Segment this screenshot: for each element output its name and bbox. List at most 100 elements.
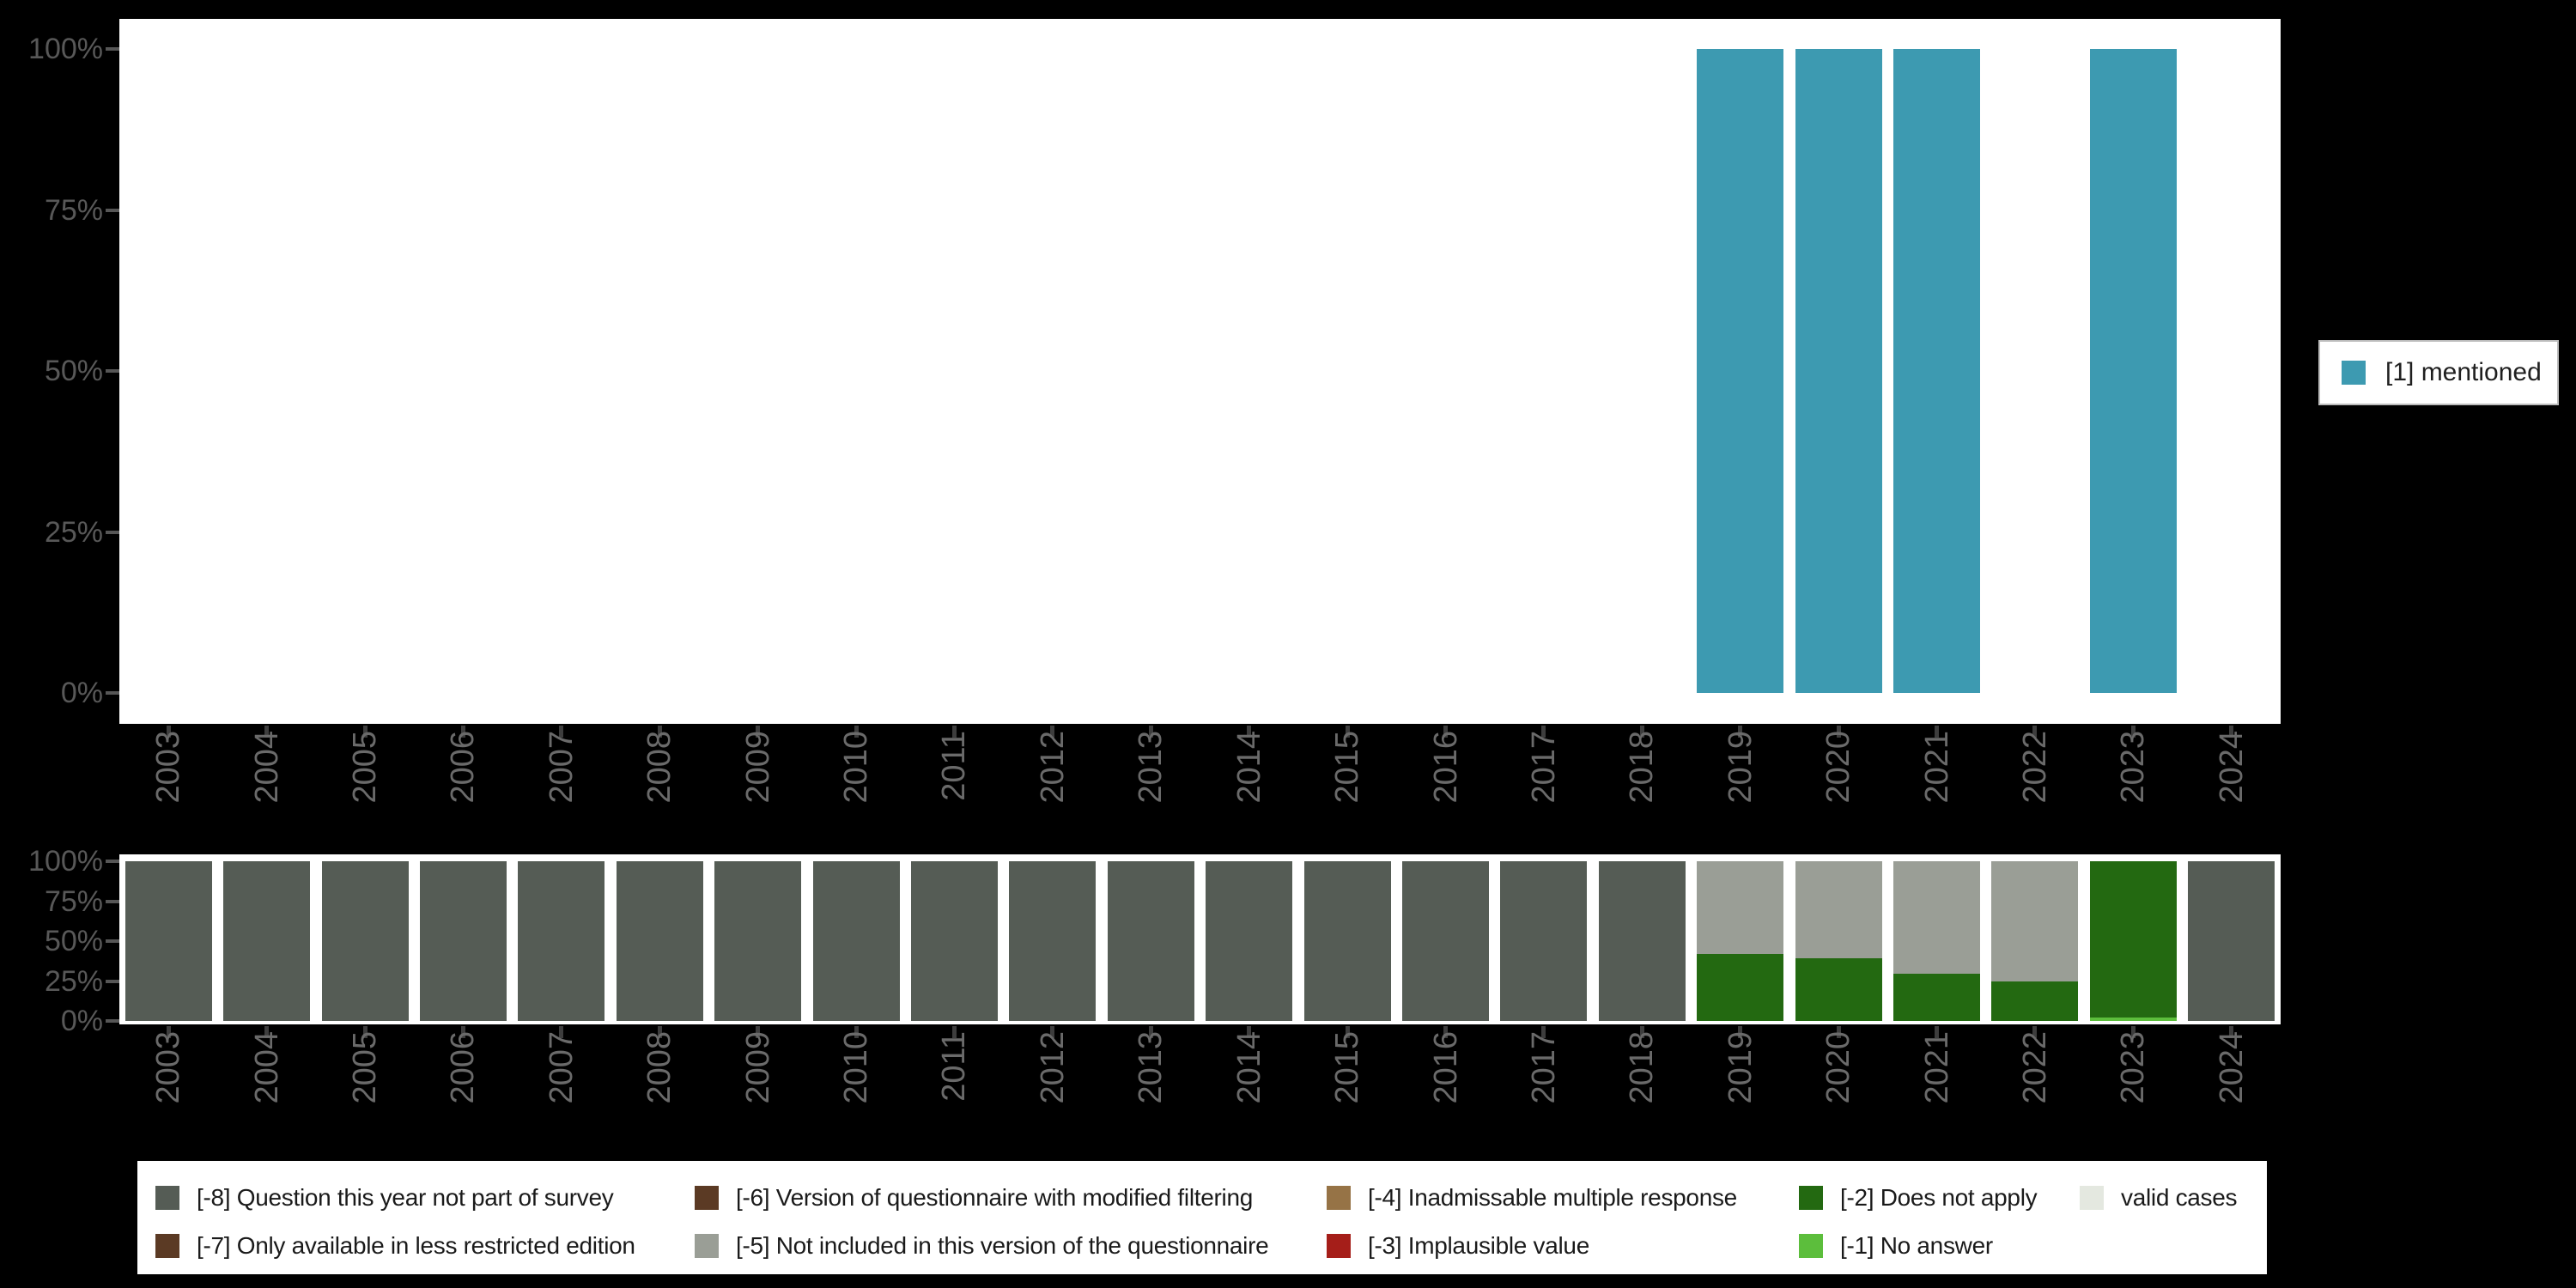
y-axis-label: 0% (60, 1005, 103, 1037)
x-tick (2130, 726, 2136, 738)
x-axis-label: 2018 (1624, 1031, 1661, 1104)
bar-segment (910, 861, 998, 1021)
legend-item-label: [-8] Question this year not part of surv… (197, 1184, 614, 1211)
x-tick (1148, 1026, 1153, 1038)
x-axis-label: 2005 (347, 1031, 384, 1104)
x-tick (756, 726, 761, 738)
y-axis-label: 0% (60, 677, 103, 709)
y-tick (106, 691, 119, 695)
x-tick (362, 1026, 368, 1038)
bar-segment (1893, 974, 1981, 1021)
x-tick (362, 726, 368, 738)
bar-segment (1697, 953, 1784, 1021)
x-axis-label: 2018 (1624, 731, 1661, 804)
x-tick (264, 1026, 270, 1038)
x-axis-label: 2009 (739, 731, 776, 804)
x-tick (1247, 726, 1252, 738)
x-tick (756, 1026, 761, 1038)
legend-item-swatch (2080, 1186, 2104, 1210)
bar-segment (1893, 861, 1981, 975)
x-tick (1050, 726, 1055, 738)
x-axis-label: 2019 (1722, 731, 1759, 804)
x-axis-label: 2016 (1427, 1031, 1464, 1104)
mentioned-legend-label: [1] mentioned (2385, 358, 2542, 386)
x-tick (460, 1026, 465, 1038)
legend-item-label: [-5] Not included in this version of the… (736, 1232, 1269, 1259)
y-axis-label: 100% (28, 33, 103, 65)
legend-item-label: [-1] No answer (1840, 1232, 1993, 1259)
bar-segment (1107, 861, 1194, 1021)
x-axis-label: 2014 (1230, 731, 1267, 804)
x-axis-label: 2015 (1329, 1031, 1366, 1104)
legend-item-swatch (695, 1186, 719, 1210)
x-tick (951, 726, 957, 738)
legend-item-label: [-7] Only available in less restricted e… (197, 1232, 635, 1259)
y-tick (106, 369, 119, 373)
x-axis-label: 2022 (2016, 1031, 2053, 1104)
x-tick (1148, 726, 1153, 738)
x-axis-label: 2004 (248, 731, 285, 804)
y-axis-label: 25% (44, 964, 103, 998)
x-tick (460, 726, 465, 738)
x-tick (1738, 1026, 1743, 1038)
x-tick (1345, 1026, 1350, 1038)
bar-segment (1795, 958, 1882, 1021)
x-axis-label: 2016 (1427, 731, 1464, 804)
top-legend: [1] mentioned (2318, 340, 2559, 405)
bar-segment (1991, 981, 2079, 1021)
y-tick (106, 208, 119, 212)
bar-segment (1893, 49, 1981, 693)
x-tick (1050, 1026, 1055, 1038)
x-tick (1541, 1026, 1546, 1038)
x-tick (559, 726, 564, 738)
x-tick (1541, 726, 1546, 738)
x-axis-label: 2003 (150, 731, 187, 804)
x-tick (166, 1026, 171, 1038)
x-axis-label: 2017 (1525, 1031, 1562, 1104)
bar-segment (2089, 861, 2177, 1018)
y-tick (106, 530, 119, 534)
legend-item-swatch (155, 1234, 179, 1258)
x-axis-label: 2014 (1230, 1031, 1267, 1104)
x-tick (1443, 1026, 1449, 1038)
x-axis-label: 2007 (543, 1031, 580, 1104)
y-tick (106, 47, 119, 51)
x-tick (1345, 726, 1350, 738)
bar-segment (1795, 861, 1882, 959)
x-axis-label: 2024 (2213, 1031, 2250, 1104)
legend-item-swatch (1327, 1234, 1351, 1258)
x-axis-label: 2022 (2016, 731, 2053, 804)
x-axis-label: 2019 (1722, 1031, 1759, 1104)
bar-segment (2089, 49, 2177, 693)
x-axis-label: 2023 (2115, 731, 2152, 804)
bar-segment (125, 861, 212, 1021)
x-axis-label: 2012 (1034, 731, 1071, 804)
x-axis-label: 2021 (1918, 1031, 1955, 1104)
x-axis-label: 2010 (838, 731, 875, 804)
x-tick (1738, 726, 1743, 738)
bar-segment (518, 861, 605, 1021)
y-axis-label: 75% (44, 193, 103, 227)
x-axis-label: 2020 (1820, 1031, 1857, 1104)
x-axis-label: 2005 (347, 731, 384, 804)
legend-item-label: [-2] Does not apply (1840, 1184, 2038, 1211)
x-axis-label: 2013 (1133, 731, 1170, 804)
bar-segment (1009, 861, 1097, 1021)
x-tick (2130, 1026, 2136, 1038)
x-tick (2229, 1026, 2234, 1038)
y-tick (106, 1019, 119, 1023)
y-tick (106, 899, 119, 903)
y-tick (106, 939, 119, 943)
x-axis-label: 2013 (1133, 1031, 1170, 1104)
x-axis-label: 2017 (1525, 731, 1562, 804)
bar-segment (1697, 861, 1784, 954)
legend-item-label: [-4] Inadmissable multiple response (1368, 1184, 1737, 1211)
y-axis-label: 25% (44, 515, 103, 549)
x-axis-label: 2021 (1918, 731, 1955, 804)
x-tick (1935, 726, 1940, 738)
bar-segment (2089, 1018, 2177, 1021)
y-tick (106, 860, 119, 863)
y-axis-label: 75% (44, 884, 103, 918)
bar-segment (2188, 861, 2275, 1021)
